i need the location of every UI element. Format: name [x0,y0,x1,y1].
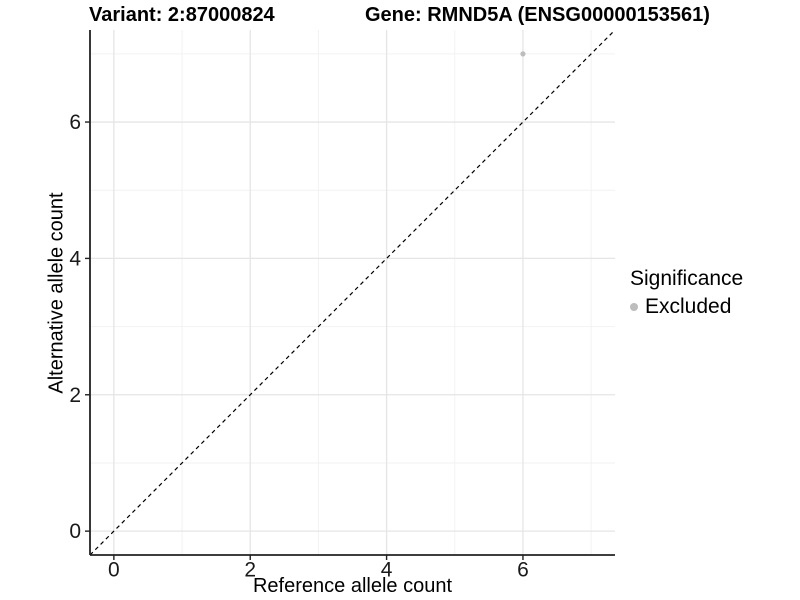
legend-item-label: Excluded [645,295,732,318]
legend-point-icon [630,302,638,311]
x-tick-label: 4 [381,559,393,582]
x-tick-label: 6 [517,559,529,582]
y-tick-label: 4 [69,247,81,270]
legend-item-excluded: Excluded [630,294,743,319]
identity-line [89,29,616,556]
x-axis-label: Reference allele count [252,575,452,597]
y-tick-label: 0 [69,520,81,543]
x-tick-label: 2 [244,559,256,582]
x-tick-label: 0 [108,559,120,582]
y-tick-label: 6 [69,111,81,134]
plot-title-gene: Gene: RMND5A (ENSG00000153561) [365,4,710,26]
legend: Significance Excluded [630,266,743,319]
data-point [520,51,526,57]
y-axis-label: Alternative allele count [45,192,68,394]
y-tick-label: 2 [69,384,81,407]
legend-title: Significance [630,267,744,290]
plot-title-variant: Variant: 2:87000824 [89,4,275,26]
